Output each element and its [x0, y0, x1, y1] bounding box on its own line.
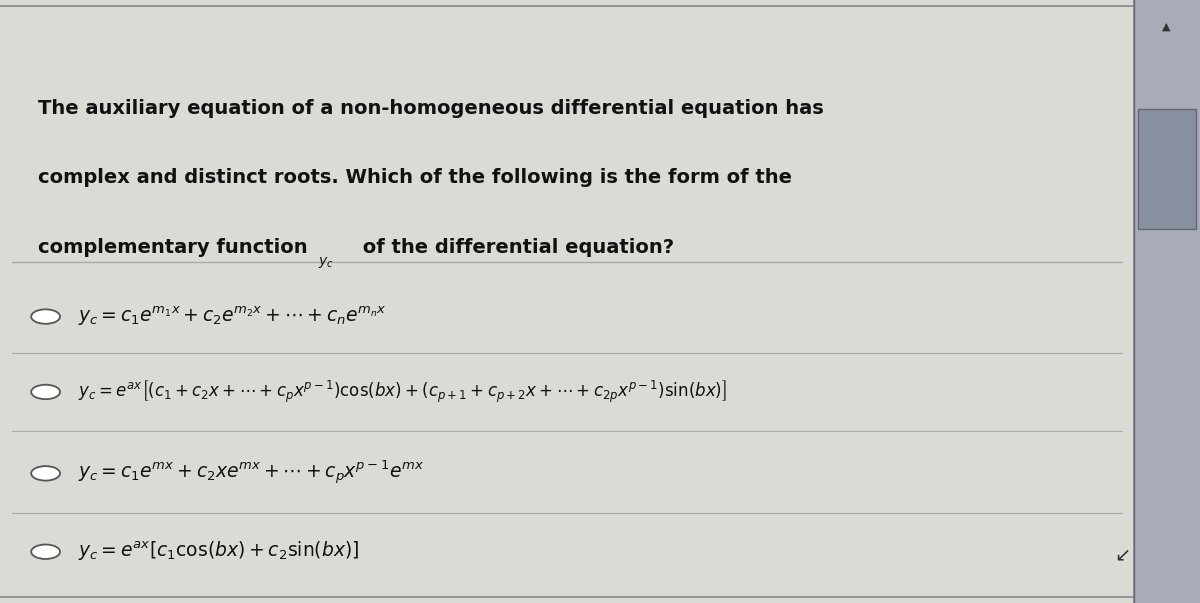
Text: ↙: ↙: [1114, 545, 1130, 564]
Text: of the differential equation?: of the differential equation?: [356, 238, 674, 257]
FancyBboxPatch shape: [0, 0, 1134, 603]
Text: $y_c = e^{ax}\left[(c_1 + c_2x + \cdots + c_px^{p-1})\cos(bx) + (c_{p+1} + c_{p+: $y_c = e^{ax}\left[(c_1 + c_2x + \cdots …: [78, 379, 727, 405]
Text: ▲: ▲: [1162, 22, 1171, 32]
Circle shape: [31, 385, 60, 399]
Text: $y_c = e^{ax}[c_1\cos(bx) + c_2\sin(bx)]$: $y_c = e^{ax}[c_1\cos(bx) + c_2\sin(bx)]…: [78, 540, 359, 563]
Text: complex and distinct roots. Which of the following is the form of the: complex and distinct roots. Which of the…: [38, 168, 792, 188]
Text: $y_c$: $y_c$: [318, 255, 334, 270]
Circle shape: [31, 545, 60, 559]
FancyBboxPatch shape: [1134, 0, 1200, 603]
Text: $y_c = c_1e^{mx} + c_2xe^{mx} + \cdots + c_px^{p-1}e^{mx}$: $y_c = c_1e^{mx} + c_2xe^{mx} + \cdots +…: [78, 459, 425, 487]
Circle shape: [31, 309, 60, 324]
Circle shape: [31, 466, 60, 481]
Text: complementary function: complementary function: [38, 238, 308, 257]
Text: $y_c = c_1e^{m_1x} + c_2e^{m_2x} + \cdots + c_ne^{m_nx}$: $y_c = c_1e^{m_1x} + c_2e^{m_2x} + \cdot…: [78, 305, 386, 328]
Text: The auxiliary equation of a non-homogeneous differential equation has: The auxiliary equation of a non-homogene…: [38, 99, 824, 118]
FancyBboxPatch shape: [1138, 109, 1196, 229]
